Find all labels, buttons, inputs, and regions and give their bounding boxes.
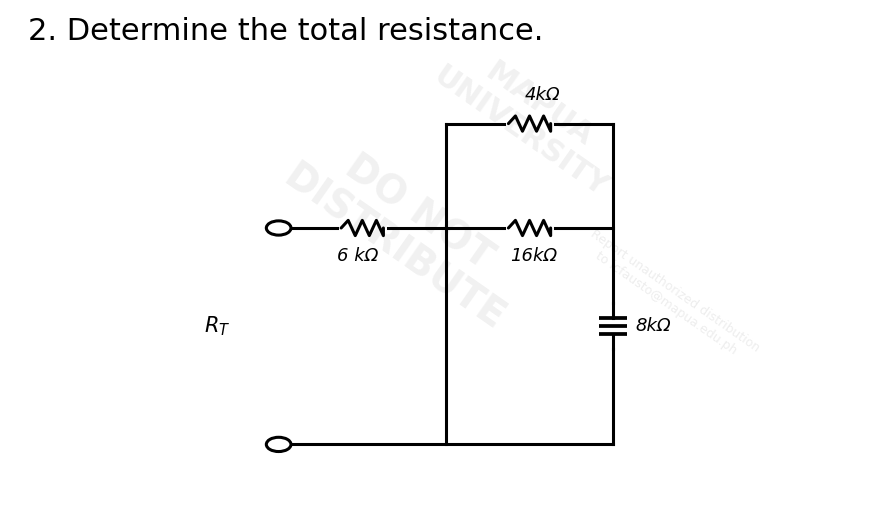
Text: Report unauthorized distribution
to icfausto@mapua.edu.ph: Report unauthorized distribution to icfa… bbox=[579, 227, 762, 367]
Text: 2. Determine the total resistance.: 2. Determine the total resistance. bbox=[27, 17, 543, 46]
Text: MAPUA
UNIVERSITY: MAPUA UNIVERSITY bbox=[427, 34, 631, 203]
Text: 8kΩ: 8kΩ bbox=[635, 317, 671, 335]
Text: 16kΩ: 16kΩ bbox=[510, 247, 557, 265]
Text: $R_T$: $R_T$ bbox=[204, 314, 230, 338]
Text: 6 kΩ: 6 kΩ bbox=[337, 247, 379, 265]
Text: DO NOT
DISTRIBUTE: DO NOT DISTRIBUTE bbox=[276, 122, 537, 339]
Text: 4kΩ: 4kΩ bbox=[525, 86, 561, 104]
